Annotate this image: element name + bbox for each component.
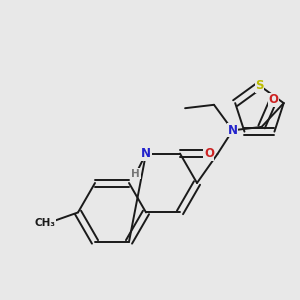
Text: O: O xyxy=(268,93,278,106)
Text: N: N xyxy=(141,147,151,160)
Text: H: H xyxy=(131,169,140,179)
Text: O: O xyxy=(204,147,214,160)
Text: S: S xyxy=(255,79,264,92)
Text: N: N xyxy=(228,124,238,137)
Text: CH₃: CH₃ xyxy=(34,218,56,228)
